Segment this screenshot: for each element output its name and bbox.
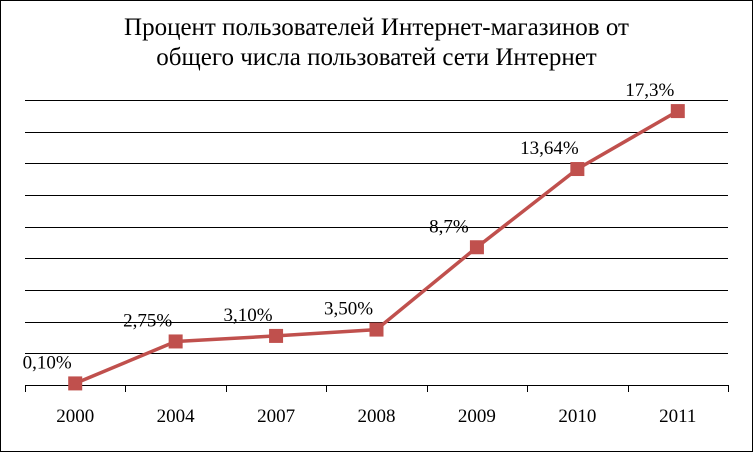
series-line	[74, 109, 679, 386]
data-point-marker	[269, 328, 284, 343]
data-label: 17,3%	[625, 80, 674, 101]
data-label: 0,10%	[23, 352, 72, 373]
x-tick-label: 2000	[56, 406, 94, 427]
data-label: 3,50%	[324, 299, 373, 320]
data-label: 13,64%	[520, 138, 579, 159]
data-point-marker	[469, 240, 484, 255]
data-label: 2,75%	[123, 310, 172, 331]
x-tick-label: 2007	[257, 406, 295, 427]
gridlines	[25, 100, 728, 354]
series-line-group	[68, 104, 685, 391]
data-point-marker	[570, 162, 585, 177]
x-axis: 2000 2004 2007 2008 2009 2010 2011	[25, 385, 729, 427]
x-tick-label: 2010	[558, 406, 596, 427]
data-labels: 0,10% 2,75% 3,10% 3,50% 8,7% 13,64% 17,3%	[23, 80, 675, 373]
data-point-marker	[168, 334, 183, 349]
x-tick-label: 2009	[458, 406, 496, 427]
chart-title-line-1: Процент пользователей Интернет-магазинов…	[124, 14, 629, 41]
chart-title-line-2: общего числа пользоватей сети Интернет	[156, 44, 597, 71]
data-point-marker	[68, 376, 83, 391]
chart-title: Процент пользователей Интернет-магазинов…	[1, 13, 752, 73]
x-tick-label: 2008	[358, 406, 396, 427]
data-label: 3,10%	[224, 305, 273, 326]
data-point-marker	[369, 322, 384, 337]
data-point-marker	[670, 104, 685, 119]
x-tick-label: 2004	[157, 406, 196, 427]
data-label: 8,7%	[429, 216, 469, 237]
x-tick-label: 2011	[659, 406, 696, 427]
